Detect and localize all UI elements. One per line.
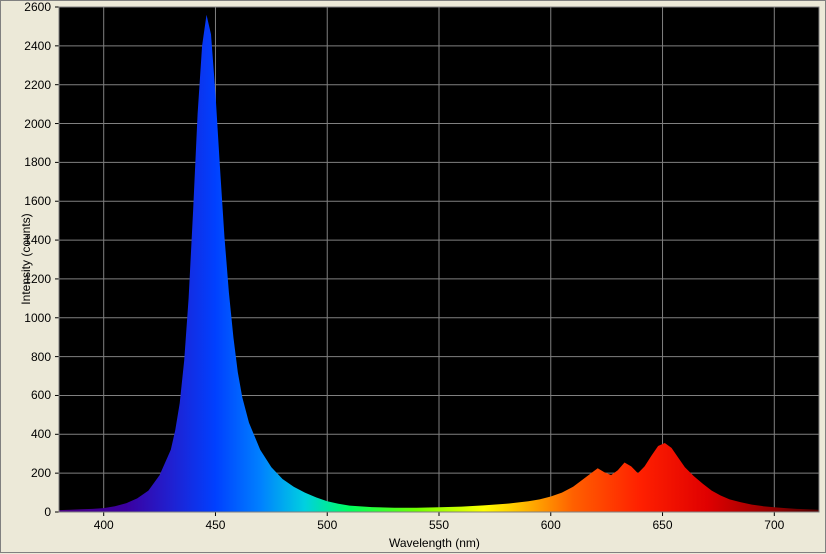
- y-tick-label: 1600: [24, 194, 51, 208]
- x-axis-title: Wavelength (nm): [389, 536, 480, 550]
- spectrum-chart-svg: [1, 1, 826, 554]
- x-tick-label: 450: [205, 518, 225, 532]
- y-tick-label: 1200: [24, 272, 51, 286]
- x-tick-label: 700: [764, 518, 784, 532]
- x-tick-label: 400: [94, 518, 114, 532]
- y-tick-label: 400: [31, 427, 51, 441]
- y-tick-label: 1400: [24, 233, 51, 247]
- chart-frame: Intensity (counts) Wavelength (nm) 0 200 4…: [0, 0, 826, 553]
- y-axis-title: Intensity (counts): [19, 199, 33, 319]
- y-tick-label: 0: [44, 505, 51, 519]
- y-tick-label: 600: [31, 388, 51, 402]
- x-tick-label: 500: [317, 518, 337, 532]
- x-tick-label: 600: [541, 518, 561, 532]
- x-tick-label: 550: [429, 518, 449, 532]
- y-tick-label: 2600: [24, 0, 51, 14]
- y-tick-label: 2200: [24, 78, 51, 92]
- y-tick-label: 2000: [24, 117, 51, 131]
- y-tick-label: 800: [31, 350, 51, 364]
- y-tick-label: 1800: [24, 155, 51, 169]
- y-tick-label: 200: [31, 466, 51, 480]
- x-tick-label: 650: [653, 518, 673, 532]
- y-tick-label: 2400: [24, 39, 51, 53]
- y-tick-label: 1000: [24, 311, 51, 325]
